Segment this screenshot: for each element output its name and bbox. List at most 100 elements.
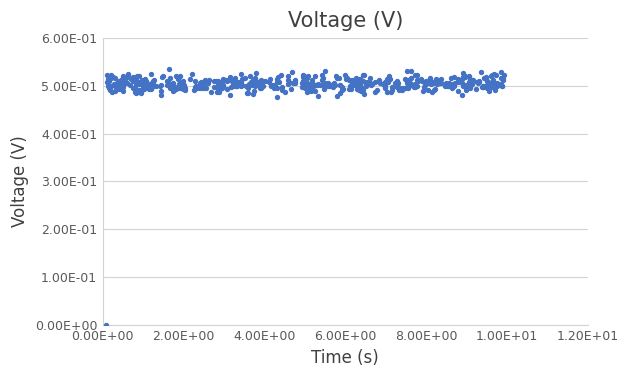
Point (117, 86, 127, 92)
Point (471, 86, 481, 92)
Point (301, 81, 311, 87)
Point (105, 78, 115, 84)
Point (432, 81, 442, 87)
Point (326, 83, 336, 89)
Point (463, 84, 473, 90)
Point (317, 77, 327, 83)
Point (118, 88, 128, 94)
Point (284, 79, 294, 85)
Point (487, 84, 497, 90)
Point (277, 87, 287, 93)
Point (441, 80, 451, 86)
Point (212, 84, 222, 90)
Point (115, 81, 125, 87)
Point (113, 77, 123, 84)
Point (277, 71, 287, 77)
Point (196, 79, 206, 85)
Point (143, 84, 153, 90)
Point (461, 87, 471, 93)
Point (298, 78, 308, 84)
Point (137, 81, 147, 87)
Point (338, 86, 348, 92)
Point (359, 73, 369, 79)
Point (478, 84, 488, 90)
Point (312, 82, 322, 88)
Point (101, 79, 112, 85)
Point (168, 80, 178, 86)
Point (491, 83, 501, 89)
Point (482, 78, 492, 84)
Point (123, 72, 133, 78)
Point (423, 79, 433, 85)
Point (474, 78, 484, 84)
Point (324, 81, 335, 87)
Point (163, 78, 173, 84)
Point (429, 87, 439, 93)
Point (422, 80, 432, 86)
Point (247, 82, 257, 88)
Point (355, 81, 365, 87)
Point (178, 78, 188, 84)
Point (359, 90, 369, 96)
Point (213, 81, 223, 87)
Point (353, 77, 363, 84)
Point (236, 71, 246, 77)
Point (314, 81, 324, 87)
Point (164, 66, 175, 72)
Point (476, 84, 486, 90)
Point (411, 72, 421, 78)
Point (244, 81, 255, 87)
Point (481, 74, 491, 80)
Point (361, 83, 371, 89)
Point (186, 71, 197, 77)
Point (265, 76, 275, 82)
Point (465, 76, 475, 82)
Point (148, 82, 158, 88)
Point (134, 81, 144, 87)
Point (169, 87, 180, 93)
Point (136, 81, 146, 87)
Point (226, 84, 236, 90)
Point (256, 80, 266, 86)
Point (277, 84, 287, 90)
Point (348, 82, 358, 88)
Point (236, 82, 246, 88)
Point (305, 83, 315, 89)
Point (458, 70, 468, 76)
Point (116, 78, 126, 84)
Point (346, 78, 356, 84)
Point (418, 88, 428, 94)
Point (417, 77, 427, 84)
Point (272, 94, 282, 101)
Point (200, 77, 210, 83)
Point (400, 76, 410, 82)
Point (209, 84, 219, 90)
Point (382, 78, 392, 84)
Point (299, 74, 309, 80)
Point (404, 80, 415, 86)
Point (365, 80, 375, 86)
Point (112, 81, 122, 87)
Point (197, 82, 207, 88)
Point (444, 79, 454, 85)
Point (213, 88, 223, 94)
Point (410, 84, 420, 90)
Point (382, 89, 392, 95)
Point (352, 86, 362, 92)
Point (499, 72, 509, 78)
Point (134, 73, 144, 79)
Point (319, 86, 329, 92)
Point (338, 84, 348, 90)
Point (466, 82, 476, 88)
Point (217, 81, 227, 87)
Point (374, 77, 384, 83)
Point (496, 75, 507, 81)
Point (391, 81, 401, 87)
Point (465, 85, 475, 91)
Point (207, 88, 217, 94)
Point (483, 80, 493, 86)
Point (425, 77, 435, 83)
Point (138, 85, 148, 91)
Point (158, 74, 168, 80)
Point (215, 81, 225, 87)
